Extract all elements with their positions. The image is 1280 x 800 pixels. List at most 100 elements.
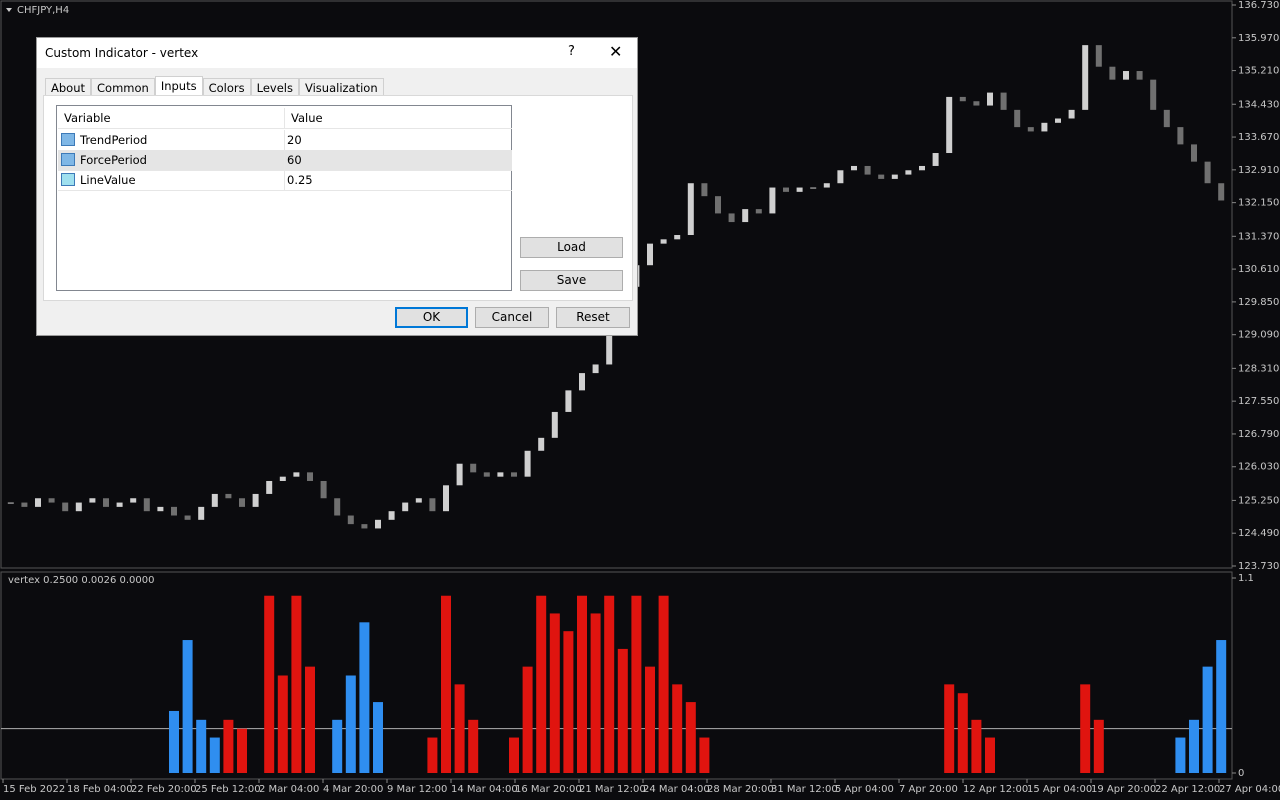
candle-body [1000,92,1007,110]
histogram-bar [985,737,995,773]
candle-body [470,463,477,473]
x-tick-label: 7 Apr 20:00 [899,784,958,795]
candle-body [932,153,939,166]
histogram-bar [237,728,247,773]
candle-body [89,498,96,503]
candle-body [1095,45,1102,67]
value-cell[interactable]: 60 [287,153,302,167]
x-tick-label: 27 Apr 04:00 [1219,784,1280,795]
tab[interactable]: Visualization [298,78,384,99]
histogram-bar [209,737,220,773]
variable-cell: LineValue [80,173,136,187]
candle-body [1136,71,1143,80]
candle-body [307,472,313,481]
value-cell[interactable]: 0.25 [287,173,313,187]
y-tick-label: 0 [1238,768,1244,779]
ok-button[interactable]: OK [395,307,468,328]
x-tick-label: 15 Feb 2022 [3,784,65,795]
symbol-label: CHFJPY,H4 [17,5,69,16]
input-row[interactable]: TrendPeriod 20 [58,130,512,151]
candle-body [606,325,613,365]
tab[interactable]: Common [91,78,155,99]
candle-body [1177,127,1184,145]
candle-body [48,498,55,503]
histogram-bar [645,666,655,773]
candle-body [483,472,490,477]
candle-body [103,498,109,507]
variable-cell: TrendPeriod [80,133,148,147]
candle-body [783,187,789,192]
candle-body [660,239,667,244]
candle-body [905,170,912,175]
value-cell[interactable]: 20 [287,133,302,147]
x-tick-label: 31 Mar 12:00 [771,784,838,795]
candle-body [1150,79,1157,110]
input-row[interactable]: ForcePeriod 60 [58,150,512,171]
candle-body [184,515,191,520]
histogram-bar [223,719,234,773]
tab[interactable]: Levels [250,78,299,99]
y-tick-label: 133.670 [1238,132,1279,143]
candle-body [35,498,41,507]
histogram-bar [441,595,451,773]
candle-body [891,174,898,179]
inputs-panel: Variable Value TrendPeriod 20 ForcePeriod 6… [43,95,633,301]
candle-body [674,235,681,240]
candle-body [1014,109,1021,128]
inputs-table: Variable Value TrendPeriod 20 ForcePeriod 6… [56,105,512,291]
y-tick-label: 135.210 [1238,66,1279,77]
candle-body [687,183,694,236]
histogram-bar [672,684,683,773]
histogram-bar [454,684,465,773]
candle-body [225,493,232,499]
save-button[interactable]: Save [520,270,623,291]
candle-body [157,506,164,512]
candle-body [579,373,585,391]
variable-cell: ForcePeriod [80,153,147,167]
candle-body [75,502,82,512]
tab[interactable]: Inputs [154,76,203,99]
input-row[interactable]: LineValue 0.25 [58,170,512,191]
x-tick-label: 18 Feb 04:00 [67,784,133,795]
candle-body [361,524,368,529]
candle-body [279,476,286,481]
candle-body [116,502,123,507]
candle-body [497,472,504,477]
help-button[interactable]: ? [568,44,575,59]
candle-body [1109,66,1116,80]
histogram-bar [468,719,479,773]
candle-body [252,493,259,507]
histogram-bar [169,710,179,773]
indicator-title: vertex 0.2500 0.0026 0.0000 [8,575,155,586]
x-tick-label: 4 Mar 20:00 [323,784,383,795]
y-tick-label: 123.730 [1238,561,1279,572]
candle-body [755,209,762,214]
load-button[interactable]: Load [520,237,623,258]
histogram-bar [332,719,343,773]
dialog-title: Custom Indicator - vertex [45,46,199,60]
histogram-bar [685,702,696,773]
candle-body [810,187,817,189]
histogram-bar [1202,666,1213,773]
candle-body [1082,45,1089,110]
histogram-bar [944,684,955,773]
candle-body [551,411,558,438]
candle-body [878,174,885,179]
candle-body [130,498,137,503]
candle-body [959,96,966,102]
candle-body [62,502,69,512]
tab[interactable]: Colors [202,78,251,99]
y-tick-label: 126.790 [1238,429,1279,440]
histogram-bar [345,675,356,773]
tab[interactable]: About [45,78,92,99]
close-button[interactable]: ✕ [609,42,623,61]
candle-body [647,243,653,266]
y-tick-label: 1.1 [1238,573,1254,584]
reset-button[interactable]: Reset [556,307,630,328]
dialog: Custom Indicator - vertex ? ✕ About Comm… [36,37,638,336]
x-tick-label: 22 Apr 12:00 [1155,784,1220,795]
histogram-bar [631,595,642,773]
cancel-button[interactable]: Cancel [475,307,549,328]
